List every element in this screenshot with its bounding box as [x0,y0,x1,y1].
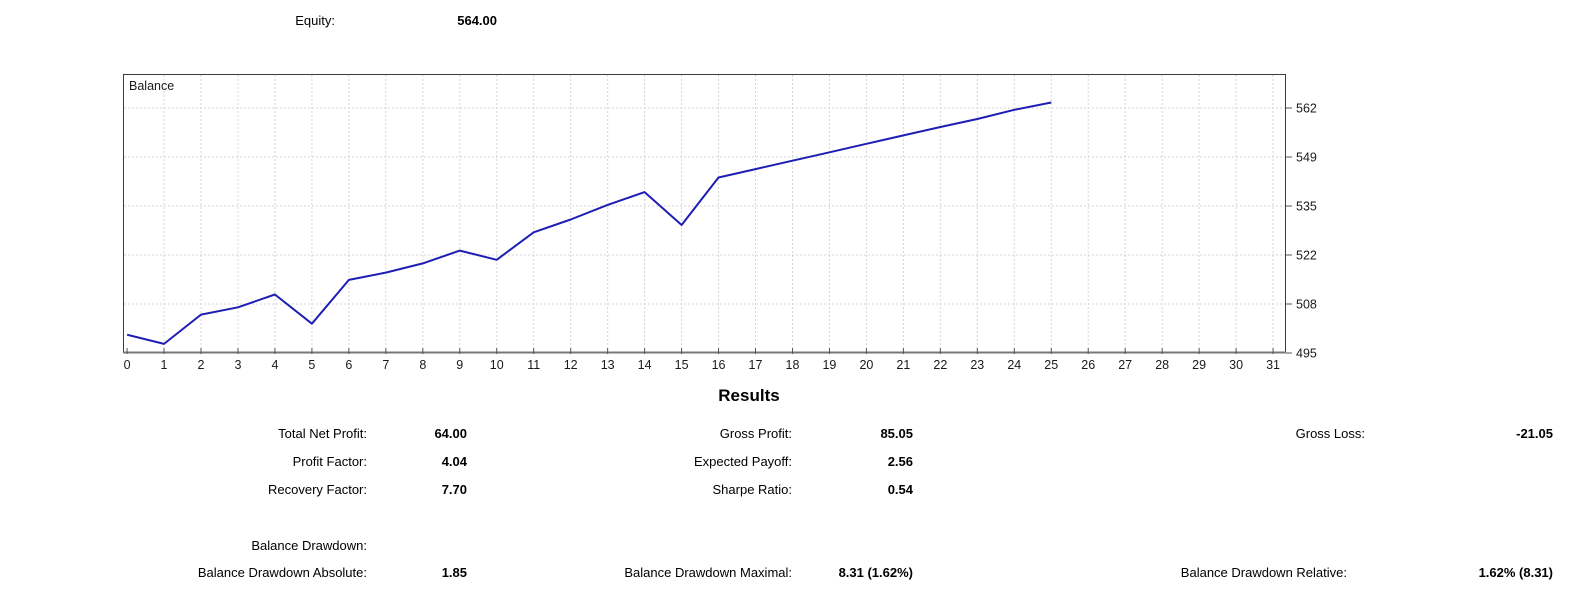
y-tick-label: 549 [1296,151,1317,165]
y-tick-label: 562 [1296,102,1317,116]
y-tick-label: 535 [1296,200,1317,214]
balance-drawdown-absolute-label: Balance Drawdown Absolute: [197,565,367,580]
x-tick-label: 4 [271,358,278,372]
x-tick-label: 13 [601,358,615,372]
x-tick-label: 31 [1266,358,1280,372]
plot-border [123,74,1286,353]
profit-factor-value: 4.04 [441,454,467,469]
x-tick-label: 2 [198,358,205,372]
results-heading: Results [718,386,780,405]
x-tick-label: 28 [1155,358,1169,372]
x-tick-label: 30 [1229,358,1243,372]
x-tick-label: 26 [1081,358,1095,372]
gross-loss-label: Gross Loss: [1295,426,1365,441]
balance-drawdown-label: Balance Drawdown: [251,538,367,553]
balance-series-label: Balance [129,79,175,93]
y-tick-label: 522 [1296,249,1317,263]
x-tick-label: 8 [419,358,426,372]
expected-payoff-value: 2.56 [887,454,913,469]
x-tick-label: 11 [527,358,540,372]
x-tick-label: 23 [970,358,984,372]
balance-drawdown-absolute-value: 1.85 [441,565,467,580]
y-tick-label: 495 [1296,347,1317,361]
balance-drawdown-maximal-label: Balance Drawdown Maximal: [624,565,792,580]
x-tick-label: 21 [896,358,910,372]
x-tick-label: 6 [345,358,352,372]
recovery-factor-label: Recovery Factor: [268,482,367,497]
gross-profit-label: Gross Profit: [719,426,792,441]
x-tick-label: 1 [161,358,168,372]
x-tick-label: 15 [675,358,689,372]
y-tick-label: 508 [1296,298,1317,312]
x-tick-label: 5 [308,358,315,372]
x-tick-label: 24 [1007,358,1021,372]
balance-chart: 0 1 2 3 4 5 6 7 8 9 10 11 12 13 14 15 16 17 18 19 20 21 22 23 24… [123,74,1343,374]
x-tick-label: 3 [234,358,241,372]
balance-chart-canvas: 0 1 2 3 4 5 6 7 8 9 10 11 12 13 14 15 16 17 18 19 20 21 22 23 24… [123,74,1317,372]
balance-drawdown-relative-value: 1.62% (8.31) [1478,565,1553,580]
gross-loss-value: -21.05 [1516,426,1553,441]
balance-series-line [126,101,1052,345]
equity-label: Equity: [295,13,335,28]
x-tick-label: 12 [564,358,578,372]
x-tick-label: 16 [712,358,726,372]
x-tick-label: 0 [124,358,131,372]
recovery-factor-value: 7.70 [441,482,467,497]
x-tick-label: 10 [490,358,504,372]
total-net-profit-value: 64.00 [434,426,467,441]
equity-value: 564.00 [457,13,497,28]
x-tick-label: 14 [638,358,652,372]
x-tick-label: 19 [822,358,836,372]
expected-payoff-label: Expected Payoff: [693,454,792,469]
x-tick-label: 20 [859,358,873,372]
total-net-profit-label: Total Net Profit: [278,426,367,441]
x-tick-label: 7 [382,358,389,372]
x-tick-label: 18 [786,358,800,372]
sharpe-ratio-label: Sharpe Ratio: [712,482,793,497]
x-tick-label: 17 [749,358,763,372]
x-tick-label: 27 [1118,358,1132,372]
balance-drawdown-relative-label: Balance Drawdown Relative: [1180,565,1347,580]
gross-profit-value: 85.05 [880,426,913,441]
x-tick-label: 29 [1192,358,1206,372]
x-tick-label: 25 [1044,358,1058,372]
x-tick-label: 22 [933,358,947,372]
x-tick-label: 9 [456,358,463,372]
profit-factor-label: Profit Factor: [292,454,367,469]
balance-drawdown-maximal-value: 8.31 (1.62%) [838,565,913,580]
sharpe-ratio-value: 0.54 [887,482,913,497]
